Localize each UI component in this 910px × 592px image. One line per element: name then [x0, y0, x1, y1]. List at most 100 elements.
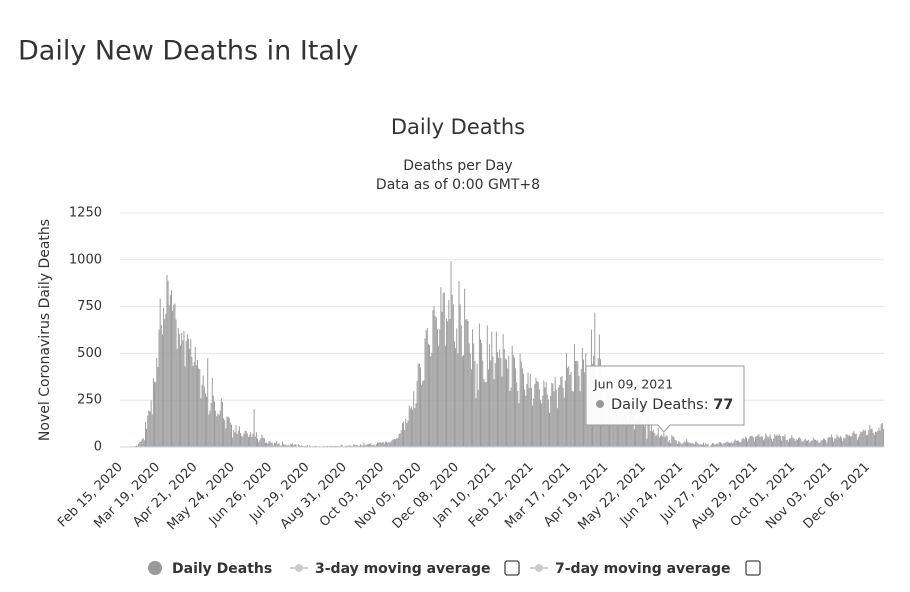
- bar: [812, 437, 814, 447]
- bar: [552, 383, 554, 447]
- bar: [516, 382, 518, 447]
- bar: [693, 444, 695, 447]
- bar: [715, 444, 717, 447]
- bar: [455, 348, 457, 447]
- bar: [503, 348, 505, 447]
- bar: [733, 441, 735, 447]
- bar: [756, 436, 758, 447]
- legend-label[interactable]: 3-day moving average: [315, 561, 491, 577]
- bar: [423, 380, 425, 447]
- tooltip-box: [585, 365, 745, 433]
- bar: [182, 340, 184, 447]
- bar: [681, 444, 683, 447]
- bar: [496, 352, 498, 447]
- bar: [725, 441, 727, 447]
- bar: [877, 430, 879, 447]
- bar: [800, 438, 802, 447]
- bar: [862, 429, 864, 447]
- bar: [414, 408, 416, 447]
- bar: [809, 442, 811, 447]
- bar: [716, 443, 718, 447]
- bar: [842, 440, 844, 447]
- bar: [560, 377, 562, 447]
- legend-checkbox[interactable]: [745, 560, 761, 576]
- bar: [807, 440, 809, 447]
- bar: [254, 436, 256, 447]
- bar: [546, 394, 548, 447]
- bar: [627, 420, 629, 447]
- bar: [742, 437, 744, 447]
- bar: [446, 318, 448, 447]
- page-title: Daily New Deaths in Italy: [18, 36, 358, 67]
- legend-checkbox[interactable]: [504, 560, 520, 576]
- bar: [447, 321, 449, 447]
- bar: [157, 367, 159, 447]
- bar: [567, 367, 569, 447]
- bar: [259, 440, 261, 447]
- bar: [183, 331, 185, 447]
- bar: [498, 357, 500, 447]
- bar: [389, 442, 391, 447]
- bar: [680, 443, 682, 447]
- bar: [864, 430, 866, 447]
- bar: [280, 445, 282, 447]
- bar: [750, 435, 752, 447]
- bar: [795, 439, 797, 447]
- bar: [468, 343, 470, 447]
- bar: [782, 435, 784, 447]
- bar: [854, 433, 856, 447]
- bar: [210, 402, 212, 447]
- bar: [636, 420, 638, 447]
- bar: [817, 440, 819, 447]
- bar: [658, 437, 660, 447]
- bar: [796, 439, 798, 447]
- bar: [459, 304, 461, 447]
- bar: [246, 433, 248, 447]
- bar: [569, 374, 571, 447]
- bar: [434, 316, 436, 447]
- bar: [699, 443, 701, 447]
- bar: [504, 358, 506, 447]
- bar: [197, 360, 199, 447]
- bar: [361, 445, 363, 447]
- bar: [744, 436, 746, 447]
- legend-label[interactable]: 7-day moving average: [555, 561, 731, 577]
- bar: [425, 330, 427, 447]
- bar: [267, 443, 269, 447]
- bar: [847, 435, 849, 447]
- bar: [492, 356, 494, 447]
- bar: [683, 441, 685, 447]
- bar: [171, 290, 172, 447]
- legend-label[interactable]: Daily Deaths: [172, 561, 272, 577]
- bar: [388, 441, 390, 447]
- bar: [761, 436, 763, 447]
- tooltip-value: 77: [713, 397, 733, 413]
- x-tick-label: Nov 03, 2021: [763, 460, 835, 532]
- bar: [215, 410, 217, 447]
- bar: [370, 443, 372, 447]
- bar: [879, 430, 881, 447]
- bar: [390, 441, 392, 447]
- bar: [579, 391, 581, 447]
- bar: [295, 444, 297, 447]
- bar: [165, 313, 167, 447]
- bar: [207, 358, 209, 447]
- bar: [576, 360, 578, 447]
- bar: [247, 437, 249, 447]
- bar: [194, 347, 196, 447]
- bar: [524, 389, 526, 447]
- bar: [643, 424, 644, 447]
- bar: [315, 445, 317, 447]
- bar: [135, 445, 137, 447]
- bar: [291, 444, 292, 447]
- bar: [663, 432, 665, 447]
- bar: [379, 441, 381, 447]
- bar: [511, 345, 513, 447]
- bar: [203, 386, 205, 447]
- bar: [396, 438, 398, 447]
- bar: [334, 445, 335, 447]
- bar: [143, 440, 145, 447]
- bar: [580, 368, 582, 447]
- bar: [624, 408, 626, 447]
